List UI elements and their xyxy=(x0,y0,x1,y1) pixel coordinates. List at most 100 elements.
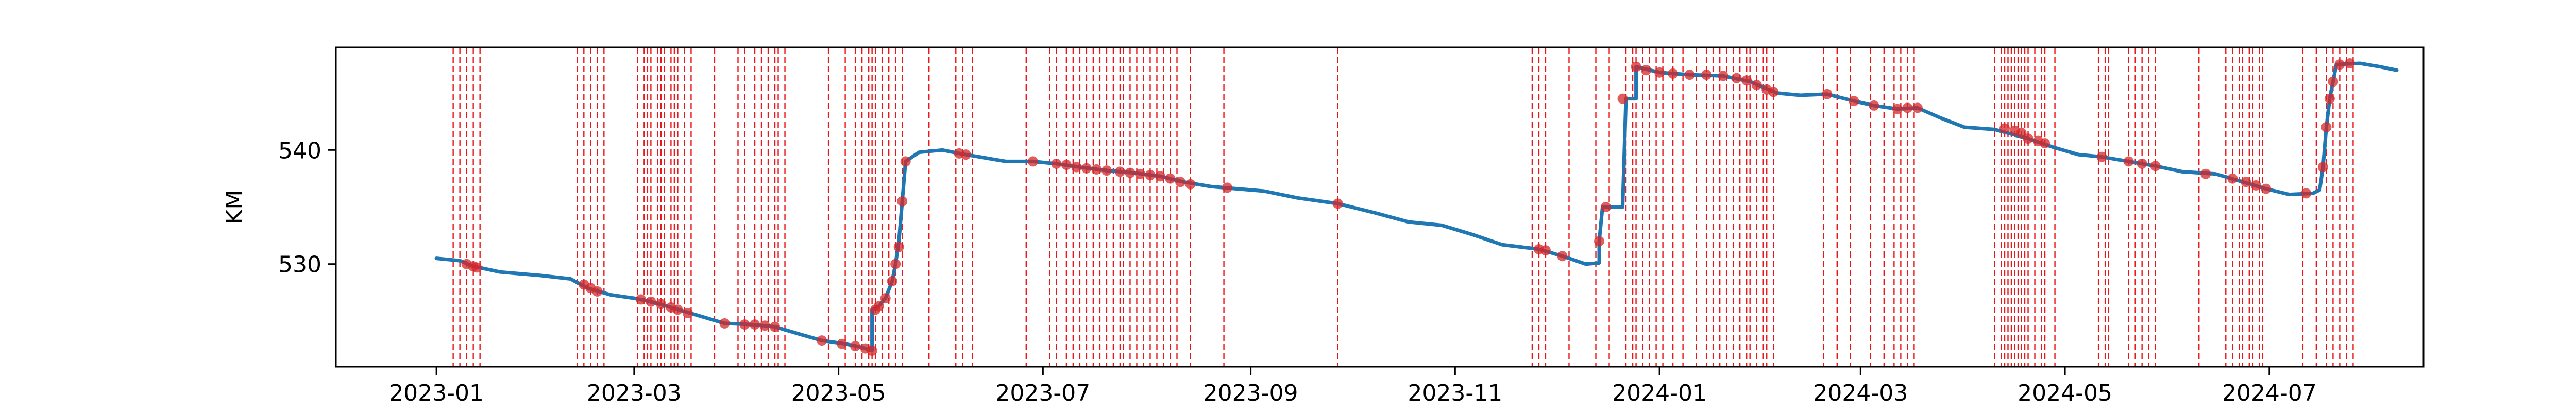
data-marker xyxy=(2324,93,2335,104)
data-marker xyxy=(719,318,730,329)
data-marker xyxy=(770,321,781,332)
data-marker xyxy=(1999,123,2010,134)
plot-frame xyxy=(335,46,2425,368)
data-marker xyxy=(900,156,911,167)
data-marker xyxy=(1701,70,1712,80)
data-marker xyxy=(1641,65,1652,76)
data-marker xyxy=(2227,173,2238,184)
data-marker xyxy=(1081,163,1092,174)
data-marker xyxy=(1718,71,1728,81)
data-marker xyxy=(1684,70,1695,80)
data-marker xyxy=(1631,61,1641,72)
data-marker xyxy=(1134,168,1145,179)
data-marker xyxy=(1051,158,1062,169)
data-marker xyxy=(850,341,861,352)
data-marker xyxy=(2301,188,2312,199)
data-marker xyxy=(682,307,693,318)
x-tick-label: 2023-11 xyxy=(1408,380,1502,406)
data-marker xyxy=(887,276,897,286)
data-marker xyxy=(2250,180,2261,191)
x-tick-label: 2024-07 xyxy=(2222,380,2317,406)
data-marker xyxy=(739,319,750,330)
data-marker xyxy=(655,299,666,310)
data-marker xyxy=(471,262,482,273)
x-tick-label: 2024-01 xyxy=(1612,380,1707,406)
data-marker xyxy=(2150,161,2161,171)
data-marker xyxy=(1101,165,1112,176)
data-marker xyxy=(1751,80,1762,91)
data-marker xyxy=(817,335,827,346)
data-marker xyxy=(1822,89,1833,99)
data-marker xyxy=(1892,104,1903,114)
data-marker xyxy=(2200,168,2211,179)
data-marker xyxy=(837,338,848,349)
data-marker xyxy=(2123,156,2134,167)
data-marker xyxy=(880,293,891,304)
data-marker xyxy=(1125,167,1136,178)
data-marker xyxy=(1912,102,1923,113)
data-marker xyxy=(2328,76,2338,87)
data-marker xyxy=(1175,177,1186,187)
data-marker xyxy=(759,320,770,331)
data-marker xyxy=(890,259,901,269)
x-tick-label: 2024-03 xyxy=(1813,380,1908,406)
data-marker xyxy=(2317,162,2328,173)
data-marker xyxy=(1594,236,1605,247)
data-marker xyxy=(1091,164,1102,175)
data-marker xyxy=(1668,68,1679,79)
data-marker xyxy=(960,149,971,160)
x-tick-label: 2023-05 xyxy=(791,380,886,406)
data-marker xyxy=(873,301,884,312)
data-marker xyxy=(1601,202,1612,212)
data-marker xyxy=(1540,245,1551,256)
y-tick-label: 540 xyxy=(278,138,321,164)
data-marker xyxy=(897,196,908,207)
data-marker xyxy=(2334,59,2345,70)
data-marker xyxy=(2023,133,2033,144)
data-marker xyxy=(635,294,646,305)
data-marker xyxy=(1849,96,1859,107)
data-marker xyxy=(1145,170,1156,180)
data-marker xyxy=(592,286,603,297)
y-axis: 530 540 xyxy=(278,138,336,278)
data-marker xyxy=(2016,128,2027,139)
data-marker xyxy=(1332,198,1343,209)
data-marker xyxy=(672,304,683,315)
data-marker xyxy=(893,242,904,252)
marker-group xyxy=(461,58,2355,356)
data-marker xyxy=(2261,183,2272,194)
data-marker xyxy=(1768,87,1779,97)
x-tick-label: 2023-09 xyxy=(1204,380,1298,406)
data-marker xyxy=(2344,58,2355,68)
data-marker xyxy=(1741,75,1752,86)
data-marker xyxy=(1061,160,1072,170)
data-marker xyxy=(2096,151,2107,162)
data-marker xyxy=(1731,73,1742,83)
data-marker xyxy=(2040,138,2050,148)
data-marker xyxy=(1869,100,1879,111)
data-marker xyxy=(1071,162,1082,173)
data-marker xyxy=(1654,67,1665,78)
data-marker xyxy=(1155,171,1165,182)
data-marker xyxy=(1165,173,1176,184)
x-tick-label: 2023-07 xyxy=(995,380,1090,406)
y-axis-label: KM xyxy=(222,190,248,225)
data-marker xyxy=(1027,156,1038,167)
data-marker xyxy=(1902,102,1913,113)
data-marker xyxy=(750,319,760,330)
data-marker xyxy=(2137,158,2147,169)
data-marker xyxy=(1617,93,1628,104)
x-tick-label: 2023-01 xyxy=(389,380,484,406)
data-marker xyxy=(1114,166,1125,177)
data-marker xyxy=(867,346,877,356)
x-tick-label: 2024-05 xyxy=(2018,380,2112,406)
data-marker xyxy=(2241,177,2251,187)
y-tick-label: 530 xyxy=(278,252,321,278)
data-marker xyxy=(2321,122,2332,132)
data-marker xyxy=(1185,179,1196,190)
x-tick-label: 2023-03 xyxy=(587,380,682,406)
x-axis: 2023-01 2023-03 2023-05 2023-07 2023-09 2023-… xyxy=(389,367,2317,406)
data-marker xyxy=(1222,182,1233,193)
